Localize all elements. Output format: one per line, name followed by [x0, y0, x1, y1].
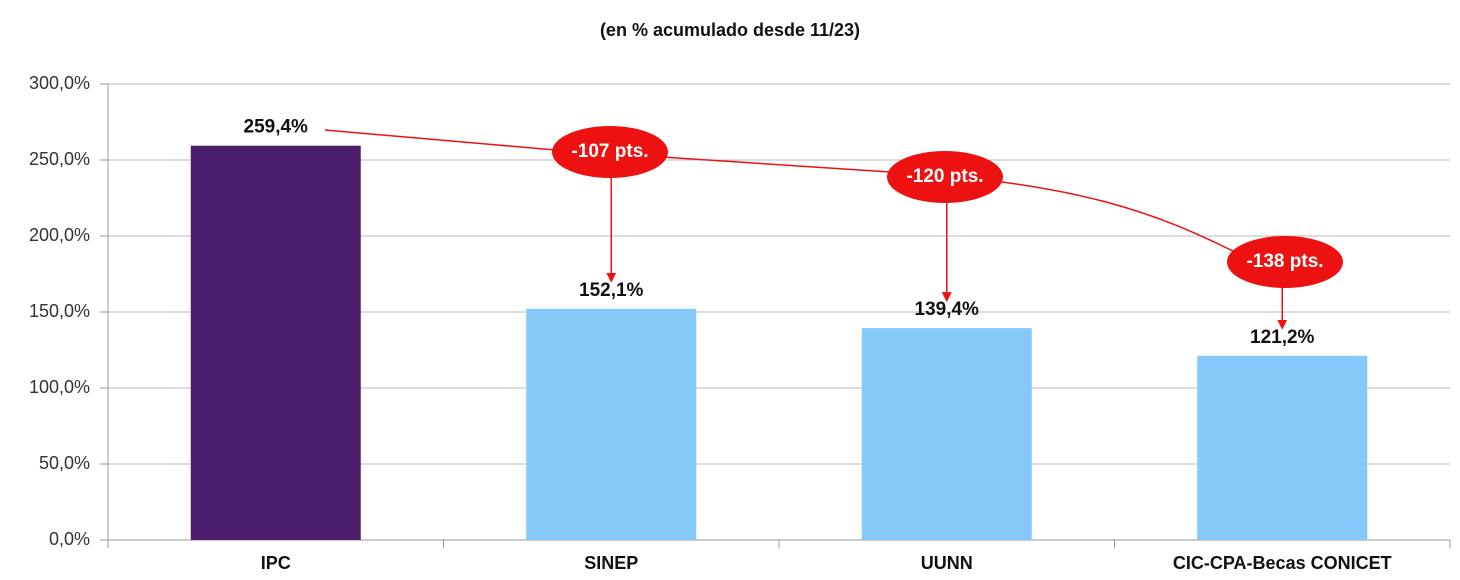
annotation-label: -138 pts. [1246, 251, 1323, 272]
connector-curve [324, 129, 1236, 253]
value-label: 139,4% [915, 299, 980, 320]
x-tick-label: SINEP [584, 553, 638, 573]
annotation-bubble [552, 126, 668, 178]
x-tick-label: UUNN [921, 553, 973, 573]
y-tick-label: 0,0% [49, 529, 90, 549]
chart-title: (en % acumulado desde 11/23) [600, 20, 860, 40]
bar [861, 328, 1032, 540]
annotation-bubble [1227, 236, 1343, 288]
annotation-bubble [887, 151, 1003, 203]
annotation-label: -107 pts. [571, 141, 648, 162]
bar [526, 308, 697, 540]
value-label: 152,1% [579, 280, 644, 301]
value-label: 121,2% [1250, 327, 1315, 348]
y-tick-label: 150,0% [29, 301, 90, 321]
x-tick-label: IPC [261, 553, 291, 573]
y-tick-label: 250,0% [29, 149, 90, 169]
value-label: 259,4% [244, 117, 309, 138]
y-tick-label: 50,0% [39, 453, 90, 473]
y-tick-label: 100,0% [29, 377, 90, 397]
y-tick-label: 300,0% [29, 73, 90, 93]
y-tick-label: 200,0% [29, 225, 90, 245]
bar [1197, 355, 1368, 540]
bar [190, 145, 361, 540]
x-tick-label: CIC-CPA-Becas CONICET [1173, 553, 1392, 573]
annotation-label: -120 pts. [906, 166, 983, 187]
